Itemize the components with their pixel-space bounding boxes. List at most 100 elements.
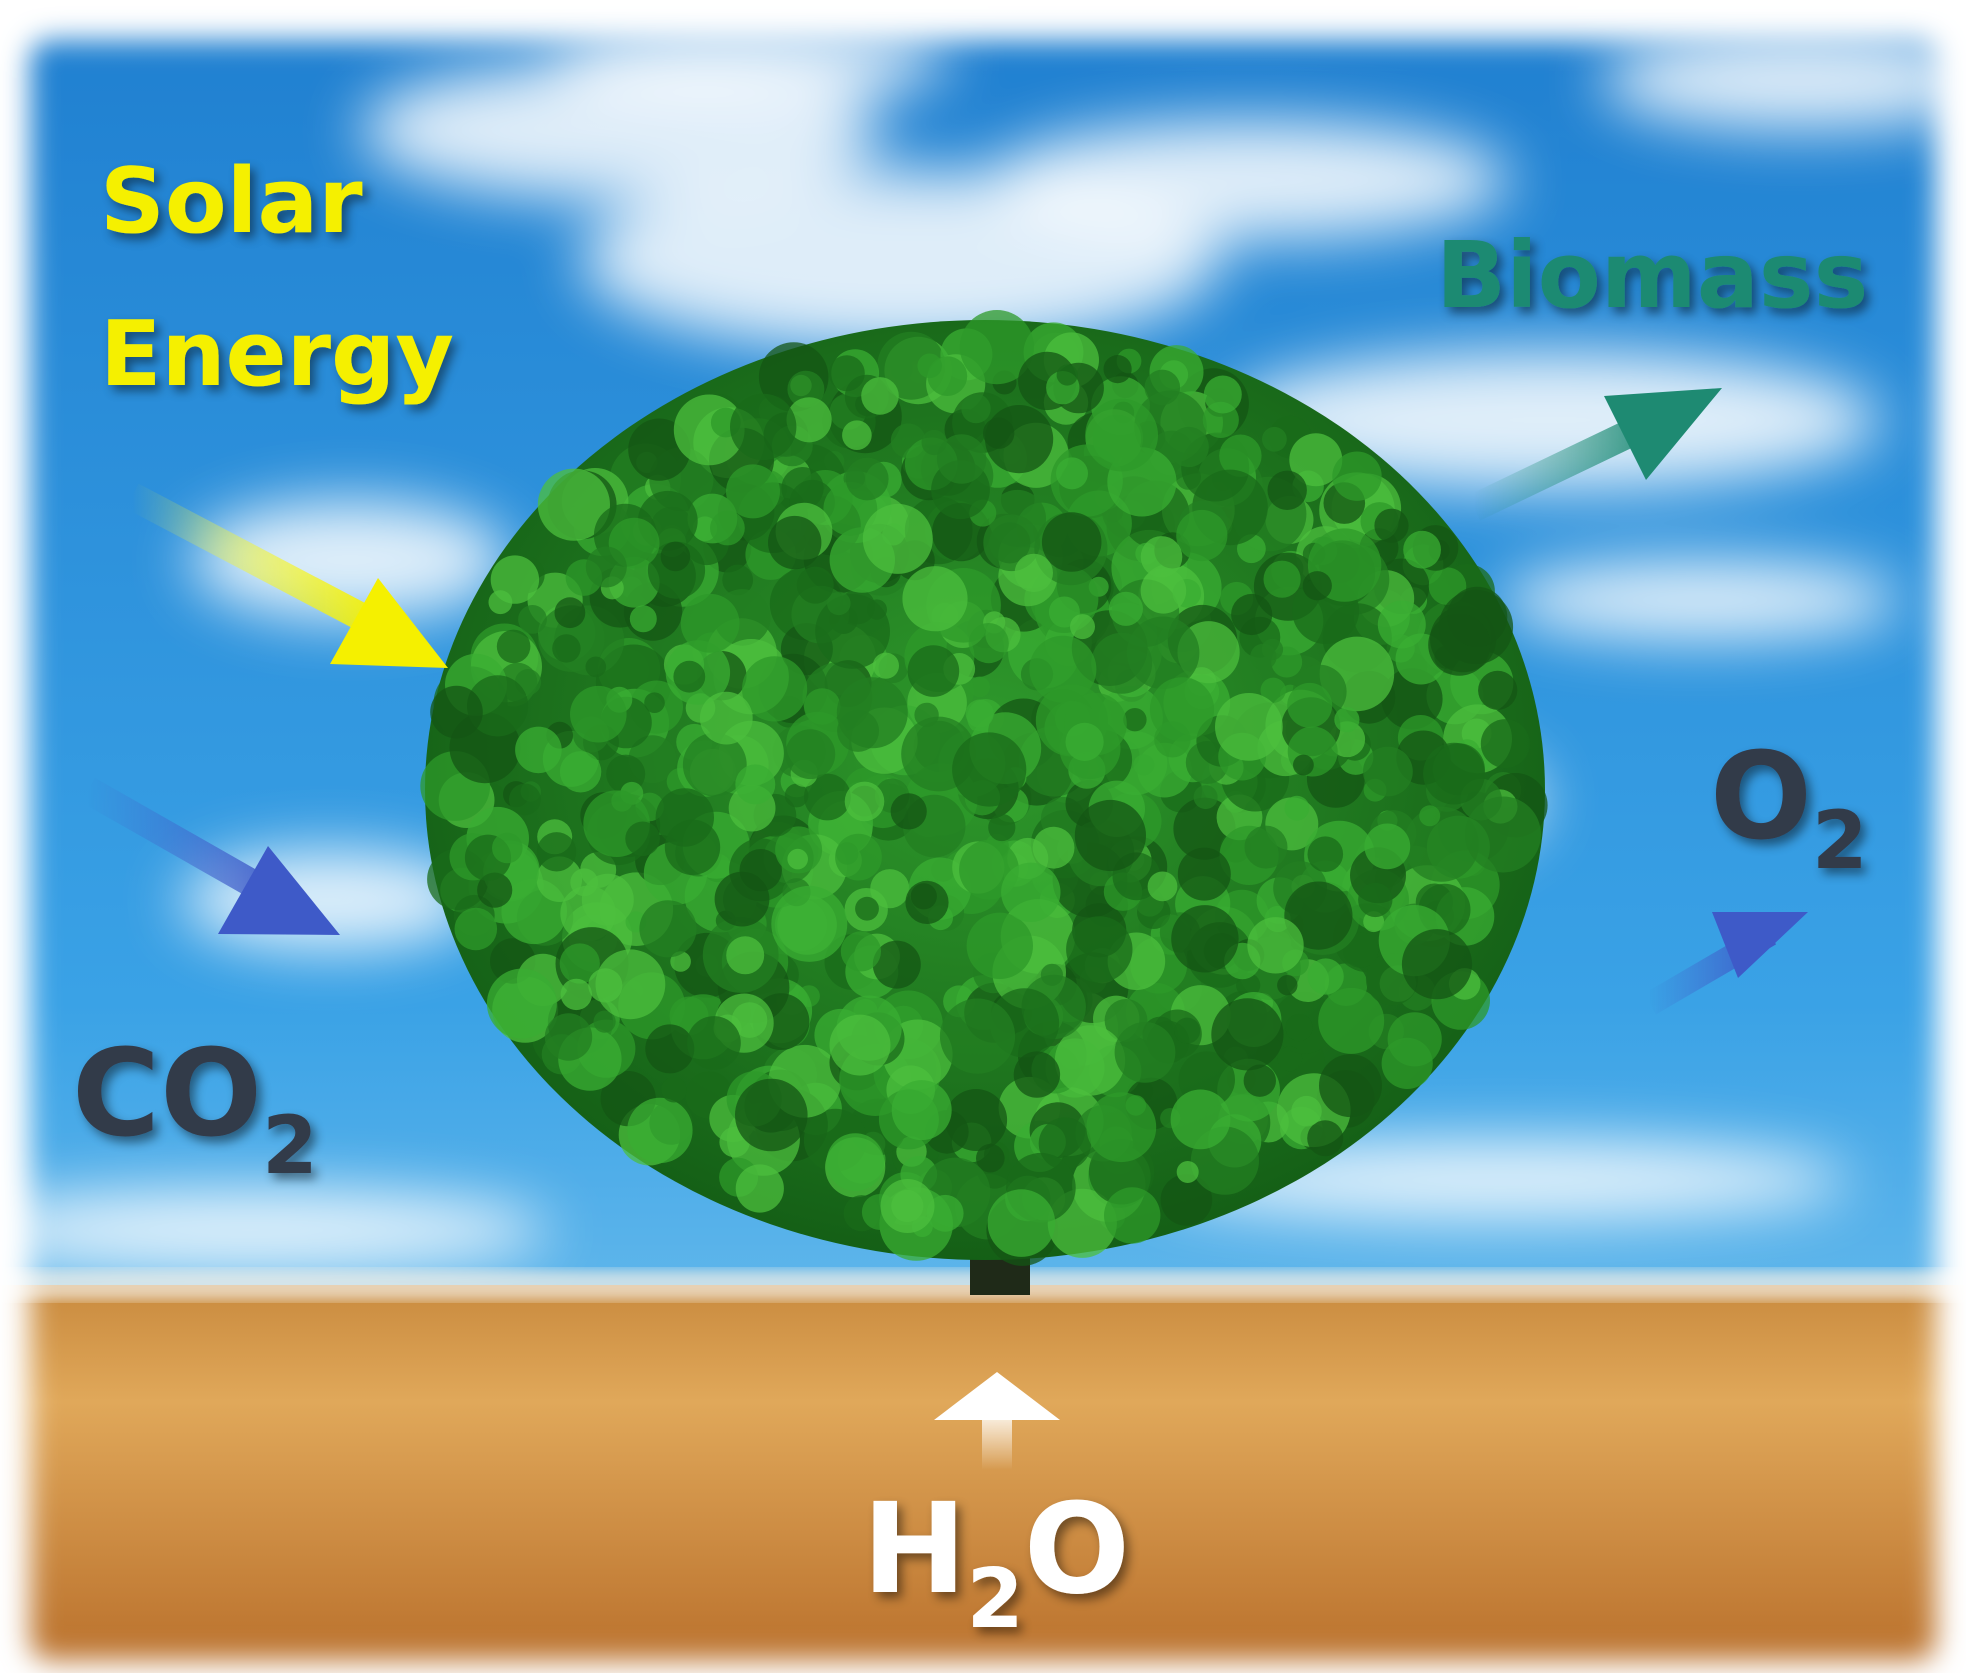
leaf-cluster bbox=[1402, 929, 1472, 999]
leaf-cluster bbox=[586, 657, 607, 678]
leaf-cluster bbox=[1178, 848, 1231, 901]
leaf-cluster bbox=[952, 732, 1026, 806]
leaf-cluster bbox=[1423, 743, 1485, 805]
o2-sub: 2 bbox=[1812, 794, 1868, 887]
leaf-cluster bbox=[673, 661, 705, 693]
leaf-cluster bbox=[627, 1098, 692, 1163]
leaf-cluster bbox=[537, 832, 576, 871]
leaf-cluster bbox=[552, 634, 580, 662]
leaf-cluster bbox=[639, 900, 696, 957]
leaf-cluster bbox=[908, 645, 960, 697]
leaf-cluster bbox=[1307, 1120, 1343, 1156]
leaf-cluster bbox=[768, 516, 821, 569]
leaf-cluster bbox=[1070, 614, 1095, 639]
leaf-cluster bbox=[855, 897, 879, 921]
leaf-cluster bbox=[902, 566, 967, 631]
leaf-cluster bbox=[1262, 427, 1287, 452]
cloud bbox=[1500, 560, 1900, 640]
leaf-cluster bbox=[1109, 592, 1143, 626]
leaf-cluster bbox=[1211, 998, 1283, 1070]
leaf-cluster bbox=[1001, 863, 1060, 922]
leaf-cluster bbox=[561, 979, 592, 1010]
label-energy: Energy bbox=[100, 302, 454, 407]
leaf-cluster bbox=[1245, 826, 1288, 869]
leaf-cluster bbox=[1247, 917, 1303, 973]
leaf-cluster bbox=[1066, 723, 1104, 761]
leaf-cluster bbox=[1308, 958, 1344, 994]
leaf-cluster bbox=[826, 1133, 884, 1191]
leaf-cluster bbox=[1277, 1046, 1302, 1071]
leaf-cluster bbox=[1177, 1161, 1199, 1183]
leaf-cluster bbox=[945, 1089, 1007, 1151]
leaf-cluster bbox=[1085, 399, 1158, 472]
leaf-cluster bbox=[492, 833, 523, 864]
leaf-cluster bbox=[735, 1079, 808, 1152]
leaf-cluster bbox=[1014, 1051, 1060, 1097]
leaf-cluster bbox=[715, 872, 770, 927]
leaf-cluster bbox=[1264, 561, 1301, 598]
leaf-cluster bbox=[873, 653, 899, 679]
label-biomass: Biomass bbox=[1436, 222, 1868, 329]
leaf-cluster bbox=[700, 692, 753, 745]
leaf-cluster bbox=[455, 908, 498, 951]
leaf-cluster bbox=[1364, 824, 1410, 870]
leaf-cluster bbox=[555, 597, 586, 628]
leaf-cluster bbox=[1066, 916, 1132, 982]
leaf-cluster bbox=[967, 913, 1033, 979]
leaf-cluster bbox=[1262, 639, 1283, 660]
leaf-cluster bbox=[1332, 452, 1381, 501]
h2o-after: O bbox=[1024, 1477, 1130, 1622]
leaf-cluster bbox=[687, 1016, 741, 1070]
leaf-cluster bbox=[1481, 719, 1530, 768]
leaf-cluster bbox=[1285, 1014, 1312, 1041]
leaf-cluster bbox=[1291, 1096, 1322, 1127]
leaf-cluster bbox=[1268, 471, 1307, 510]
leaf-cluster bbox=[1015, 554, 1053, 592]
leaf-cluster bbox=[518, 605, 547, 634]
leaf-cluster bbox=[1358, 883, 1392, 917]
leaf-cluster bbox=[1150, 677, 1214, 741]
leaf-cluster bbox=[771, 886, 847, 962]
leaf-cluster bbox=[1104, 355, 1132, 383]
leaf-cluster bbox=[985, 405, 1053, 473]
leaf-cluster bbox=[988, 1189, 1056, 1257]
leaf-cluster bbox=[491, 555, 539, 603]
leaf-cluster bbox=[1056, 457, 1088, 489]
o2-main: O bbox=[1710, 728, 1812, 867]
leaf-cluster bbox=[736, 1164, 784, 1212]
leaf-cluster bbox=[1419, 805, 1440, 826]
leaf-cluster bbox=[630, 605, 657, 632]
leaf-cluster bbox=[1319, 1054, 1382, 1117]
leaf-cluster bbox=[1363, 747, 1413, 797]
leaf-cluster bbox=[863, 504, 933, 574]
leaf-cluster bbox=[730, 394, 796, 460]
leaf-cluster bbox=[1215, 693, 1283, 761]
leaf-cluster bbox=[797, 567, 834, 604]
leaf-cluster bbox=[891, 793, 927, 829]
leaf-cluster bbox=[644, 692, 665, 713]
cloud bbox=[550, 20, 950, 100]
leaf-cluster bbox=[545, 1013, 592, 1060]
leaf-cluster bbox=[835, 834, 882, 881]
label-solar: Solar bbox=[100, 149, 363, 254]
leaf-cluster bbox=[497, 630, 531, 664]
leaf-cluster bbox=[914, 703, 938, 727]
h2o-main: H bbox=[862, 1477, 967, 1622]
leaf-cluster bbox=[1403, 531, 1441, 569]
leaf-cluster bbox=[1277, 975, 1297, 995]
leaf-cluster bbox=[560, 751, 601, 792]
leaf-cluster bbox=[1171, 905, 1238, 972]
leaf-cluster bbox=[969, 677, 990, 698]
leaf-cluster bbox=[588, 968, 622, 1002]
leaf-cluster bbox=[570, 686, 627, 743]
leaf-cluster bbox=[892, 1080, 952, 1140]
leaf-cluster bbox=[785, 729, 835, 779]
leaf-cluster bbox=[1293, 755, 1314, 776]
leaf-cluster bbox=[487, 969, 557, 1039]
leaf-cluster bbox=[1171, 1090, 1231, 1150]
leaf-cluster bbox=[937, 434, 986, 483]
leaf-cluster bbox=[1123, 708, 1146, 731]
leaf-cluster bbox=[1303, 571, 1332, 600]
leaf-cluster bbox=[582, 874, 634, 926]
leaf-cluster bbox=[515, 727, 562, 774]
